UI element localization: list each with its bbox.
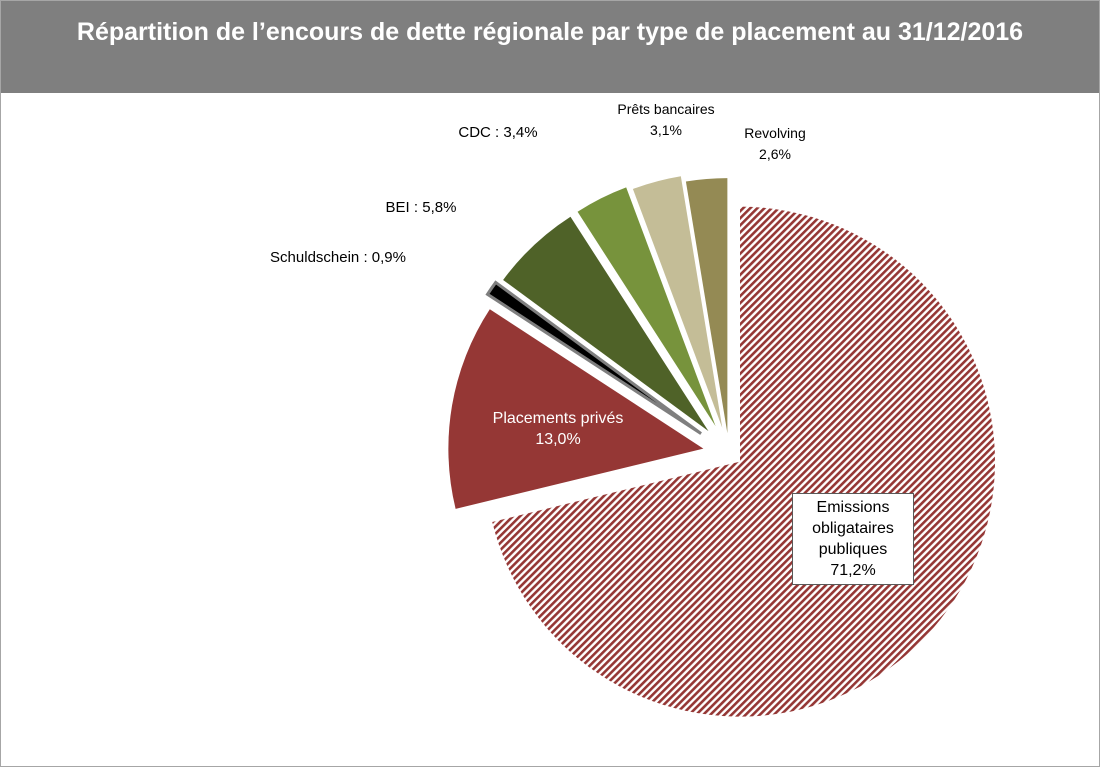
data-label: Emissions obligataires publiques 71,2% [792, 493, 914, 585]
label-category: Placements privés [492, 410, 624, 427]
label-value: 3,4% [503, 124, 538, 141]
label-category: Schuldschein [270, 249, 360, 266]
data-label: Prêts bancaires 3,1% [617, 99, 714, 141]
label-separator: : [409, 199, 423, 216]
label-value: 0,9% [371, 249, 406, 266]
label-value: 71,2% [830, 562, 876, 579]
label-value: 3,1% [650, 122, 682, 138]
data-label: Revolving 2,6% [744, 123, 805, 165]
label-separator: : [490, 124, 504, 141]
data-label: Placements privés 13,0% [493, 408, 624, 450]
label-category: BEI [385, 199, 410, 216]
label-value: 13,0% [535, 431, 581, 448]
label-category: Emissions obligataires publiques [812, 499, 894, 558]
label-value: 5,8% [422, 199, 457, 216]
pie-slice [448, 309, 704, 509]
chart-title: Répartition de l’encours de dette région… [1, 1, 1099, 93]
pie-slice [632, 176, 723, 428]
label-value: 2,6% [759, 146, 791, 162]
data-label: Schuldschein : 0,9% [270, 247, 406, 268]
pie-slice [685, 178, 728, 434]
pie-slice [492, 206, 996, 717]
pie-slice [577, 187, 716, 427]
pie-slice [485, 280, 702, 435]
pie-slice [503, 216, 709, 432]
label-category: Revolving [744, 125, 806, 141]
label-category: CDC [458, 124, 491, 141]
label-category: Prêts bancaires [617, 101, 715, 117]
data-label: BEI : 5,8% [386, 197, 457, 218]
label-separator: : [359, 249, 372, 266]
data-label: CDC : 3,4% [458, 122, 537, 143]
